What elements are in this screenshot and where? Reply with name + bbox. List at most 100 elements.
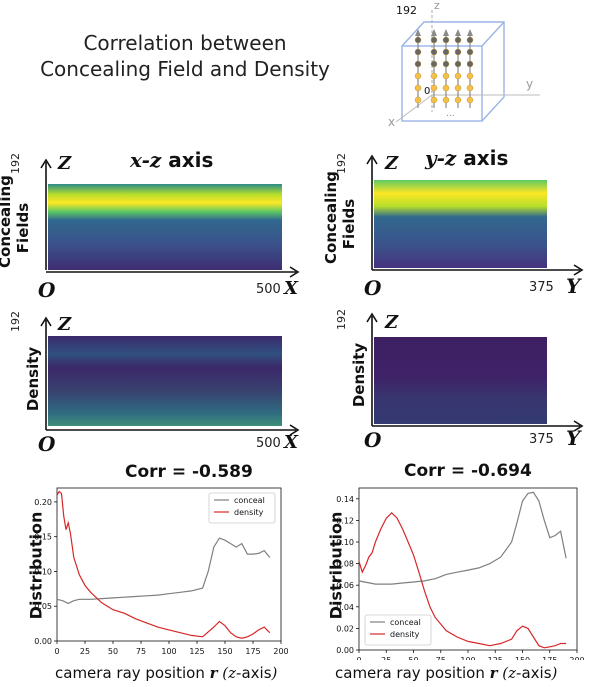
chart1-xlabel: camera ray position r (z-axis) [55,664,278,682]
sample-point [466,48,474,56]
sample-point [466,84,474,92]
ray-arrowhead [415,29,421,36]
cube-edge [481,21,505,47]
ray-arrowhead [443,29,449,36]
legend-label-density: density [234,508,264,517]
sample-point [454,60,462,68]
density-xz-x-arrow [289,424,300,436]
concealing-yz-heatmap [374,180,547,268]
cube-y-label: y [526,77,533,91]
sample-point [454,72,462,80]
x-tick-label: 25 [381,656,391,660]
density-yz-end-axis: Y [566,426,581,450]
ray-arrowhead [431,29,437,36]
concealing-yz-end: 375 [529,280,554,295]
y-tick-label: 0.14 [336,495,354,504]
sample-point [454,48,462,56]
density-xz-origin: O [38,432,56,456]
x-tick-label: 75 [436,656,446,660]
concealing-xz-z-label: Z [58,153,72,174]
concealing-xz-zmax: 192 [9,153,22,174]
x-tick-label: 0 [54,647,59,656]
line-charts: 0 25 50 75 100 125 150 175 200 0.00 0.05 0.10 0.15 0.… [34,487,585,660]
yz-header-word: axis [463,146,509,170]
y-tick-label: 0.05 [34,602,52,611]
x-tick-label: 175 [542,656,557,660]
x-tick-label: 75 [136,647,146,656]
y-tick-label: 0.08 [336,560,354,569]
concealing-xz-x-arrow [289,266,300,278]
sample-point [442,60,450,68]
cube-front-face [401,45,483,122]
x-tick-label: 125 [189,647,204,656]
concealing-yz-origin: O [364,276,382,300]
sample-point [430,60,438,68]
series-line-conceal [358,491,567,585]
y-tick-label: 0.20 [34,498,52,507]
xz-header-axis: x-z [130,148,162,172]
legend-label-conceal: conceal [390,618,421,627]
chart1-title: Corr = -0.589 [125,462,253,482]
concealing-yz-y-arrow [573,264,584,276]
density-yz-row-label: Density [350,342,369,408]
density-yz-y-arrow [573,420,584,432]
yz-header-axis: y-z [425,146,457,170]
x-tick-label: 175 [245,647,260,656]
x-tick-label: 100 [460,656,475,660]
density-xz-z-arrow [40,316,52,327]
concealing-xz-origin: O [38,278,56,302]
concealing-yz-end-axis: Y [566,274,581,298]
y-tick-label: 0.10 [336,538,354,547]
cube-z-label: z [434,0,440,12]
chart2-xlabel: camera ray position r (z-axis) [335,664,558,682]
y-tick-label: 0.06 [336,581,354,590]
x-tick-label: 150 [217,647,232,656]
density-xz-row-label: Density [24,346,43,412]
x-axis-line [395,94,433,123]
ray-arrowhead [455,29,461,36]
sample-point [454,96,462,104]
density-yz-end: 375 [529,432,554,447]
sample-point [466,96,474,104]
x-tick-label: 25 [80,647,90,656]
density-yz-origin: O [364,428,382,452]
density-xz-end-axis: X [284,432,298,453]
sample-point [414,96,422,104]
x-tick-label: 125 [488,656,503,660]
density-yz-heatmap [374,337,547,424]
y-tick-label: 0.02 [336,624,354,633]
sample-point [430,72,438,80]
density-xz-z-label: Z [58,314,72,335]
sample-point [454,84,462,92]
x-tick-label: 200 [569,656,584,660]
x-tick-label: 50 [408,656,418,660]
sample-point [466,72,474,80]
concealing-yz-z-arrow [366,154,378,165]
x-tick-label: 0 [356,656,361,660]
density-yz-zmax: 192 [335,309,348,330]
density-xz-end: 500 [256,436,281,451]
x-tick-label: 200 [273,647,288,656]
y-tick-label: 0.12 [336,516,354,525]
density-yz-z-label: Z [385,312,399,333]
concealing-xz-heatmap [48,184,282,270]
sample-point [430,36,438,44]
sample-point [466,36,474,44]
heatmap-panels [40,154,584,436]
concealing-xz-row-label: Concealing Fields [0,175,32,268]
x-tick-label: 150 [515,656,530,660]
sample-point [414,48,422,56]
cube-x-label: x [388,115,395,129]
sample-point [414,36,422,44]
title-line-2: Concealing Field and Density [40,57,330,81]
concealing-xz-end-axis: X [284,278,298,299]
x-tick-label: 50 [108,647,118,656]
legend-label-conceal: conceal [234,496,265,505]
y-tick-label: 0.15 [34,533,52,542]
chart1-plot: 0 25 50 75 100 125 150 175 200 0.00 0.05 0.10 0.15 0.… [34,487,289,656]
camera-rays [414,29,474,108]
y-tick-label: 0.04 [336,603,354,612]
sample-point [414,72,422,80]
sample-point [430,84,438,92]
sample-point [430,96,438,104]
